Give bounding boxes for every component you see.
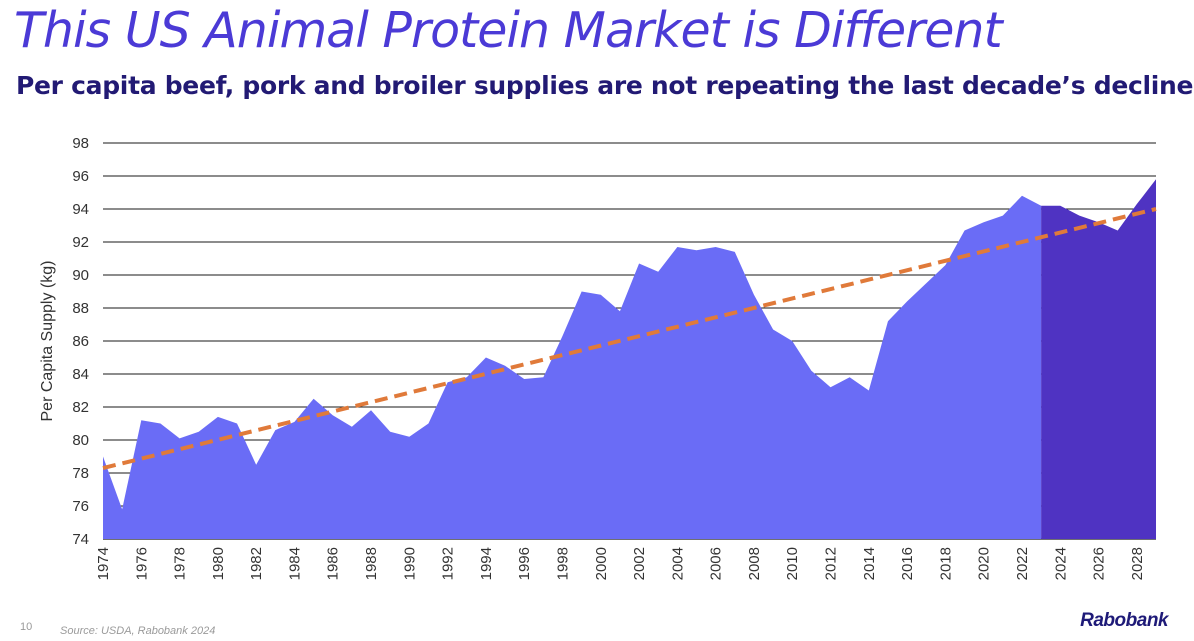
y-tick-label: 76 (72, 498, 89, 515)
y-tick-label: 84 (72, 366, 89, 383)
x-tick-label: 1992 (440, 547, 457, 580)
historical-area (103, 195, 1042, 540)
y-tick-label: 92 (72, 234, 89, 251)
chart-areas (103, 179, 1156, 540)
x-tick-label: 2026 (1091, 547, 1108, 580)
x-tick-label: 2002 (631, 547, 648, 580)
page-number: 10 (20, 621, 33, 633)
x-tick-label: 1986 (325, 547, 342, 580)
y-tick-label: 96 (72, 168, 89, 185)
source-note: Source: USDA, Rabobank 2024 (60, 625, 216, 637)
y-tick-label: 88 (72, 300, 89, 317)
x-tick-label: 2016 (899, 547, 916, 580)
trend-line (102, 207, 1157, 470)
x-tick-label: 1990 (401, 547, 418, 580)
rabobank-logo: Rabobank (1080, 610, 1168, 631)
x-tick-label: 2028 (1129, 547, 1146, 580)
x-tick-label: 2006 (708, 547, 725, 580)
x-tick-label: 2018 (937, 547, 954, 580)
x-tick-label: 2020 (976, 547, 993, 580)
x-tick-label: 2000 (593, 547, 610, 580)
x-tick-label: 1982 (248, 547, 265, 580)
x-tick-label: 2024 (1052, 547, 1069, 580)
x-tick-label: 1994 (478, 547, 495, 580)
x-tick-label: 2010 (784, 547, 801, 580)
y-tick-label: 74 (72, 531, 89, 548)
trend-line-group (102, 207, 1157, 470)
x-tick-label: 1984 (286, 547, 303, 580)
forecast-area (1041, 179, 1156, 540)
y-tick-label: 78 (72, 465, 89, 482)
chart-subtitle: Per capita beef, pork and broiler suppli… (16, 71, 1194, 100)
x-tick-label: 1978 (172, 547, 189, 580)
x-tick-label: 1988 (363, 547, 380, 580)
x-tick-label: 1980 (210, 547, 227, 580)
x-tick-label: 1996 (516, 547, 533, 580)
x-tick-label: 1974 (95, 547, 112, 580)
x-axis-ticks: 1974 1976 1978 1980 1982 1984 1986 1988 1990 1992… (95, 547, 1146, 580)
y-tick-label: 86 (72, 333, 89, 350)
y-axis-label: Per Capita Supply (kg) (39, 261, 56, 422)
y-axis-ticks: 74 76 78 80 82 84 86 88 90 92 94 96 98 (72, 135, 89, 548)
y-tick-label: 80 (72, 432, 89, 449)
x-tick-label: 2008 (746, 547, 763, 580)
x-tick-label: 2022 (1014, 547, 1031, 580)
chart-title: This US Animal Protein Market is Differe… (14, 2, 1003, 59)
y-tick-label: 98 (72, 135, 89, 152)
x-tick-label: 1998 (554, 547, 571, 580)
x-tick-label: 2012 (823, 547, 840, 580)
y-tick-label: 94 (72, 201, 89, 218)
y-tick-label: 90 (72, 267, 89, 284)
x-tick-label: 2004 (669, 547, 686, 580)
y-tick-label: 82 (72, 399, 89, 416)
x-tick-label: 2014 (861, 547, 878, 580)
x-tick-label: 1976 (133, 547, 150, 580)
